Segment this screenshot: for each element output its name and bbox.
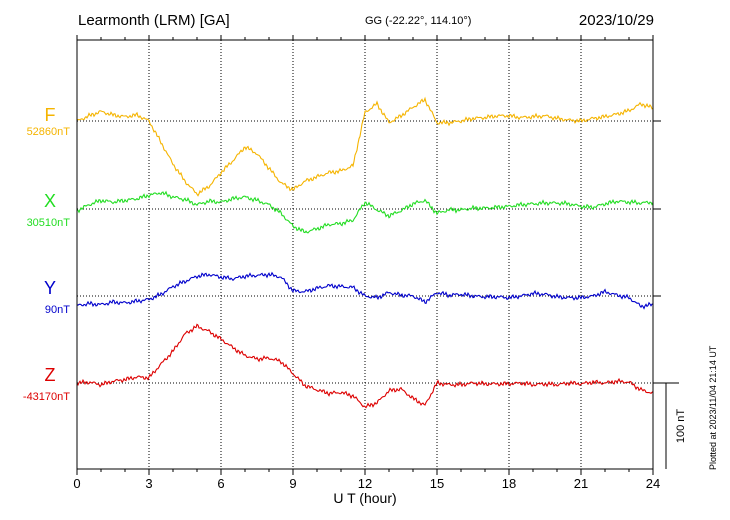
x-tick-label: 15: [430, 476, 444, 491]
x-tick-label: 18: [502, 476, 516, 491]
series-name-y: Y: [44, 278, 56, 298]
series-baseline-x: 30510nT: [27, 217, 71, 229]
chart-title: Learmonth (LRM) [GA]: [78, 12, 230, 29]
series-baseline-f: 52860nT: [27, 126, 71, 138]
x-tick-label: 0: [73, 476, 80, 491]
series-baseline-y: 90nT: [45, 304, 70, 316]
station-coordinates: GG (-22.22°, 114.10°): [365, 15, 471, 27]
series-name-x: X: [44, 191, 56, 211]
x-tick-label: 24: [646, 476, 660, 491]
series-name-z: Z: [45, 365, 56, 385]
x-axis-label: U T (hour): [333, 490, 396, 506]
series-line-z: [76, 323, 654, 409]
x-axis: 0 3 6 9 12 15 18 21 24: [73, 35, 660, 491]
series-layer: [76, 96, 654, 409]
x-tick-label: 21: [574, 476, 588, 491]
plotted-timestamp: Plotted at 2023/11/04 21:14 UT: [708, 345, 718, 470]
plot-frame: [76, 39, 654, 470]
series-line-y: [76, 271, 654, 310]
chart-date: 2023/10/29: [579, 12, 654, 29]
x-tick-label: 12: [358, 476, 372, 491]
series-line-f: [76, 96, 654, 197]
grid-layer: [77, 40, 661, 469]
series-name-f: F: [45, 105, 56, 125]
x-tick-label: 3: [145, 476, 152, 491]
series-baseline-z: -43170nT: [23, 391, 70, 403]
series-line-x: [76, 190, 654, 234]
x-tick-label: 6: [217, 476, 224, 491]
scale-bar-label: 100 nT: [675, 409, 687, 444]
x-tick-label: 9: [289, 476, 296, 491]
scale-bar: 100 nT: [653, 382, 687, 469]
